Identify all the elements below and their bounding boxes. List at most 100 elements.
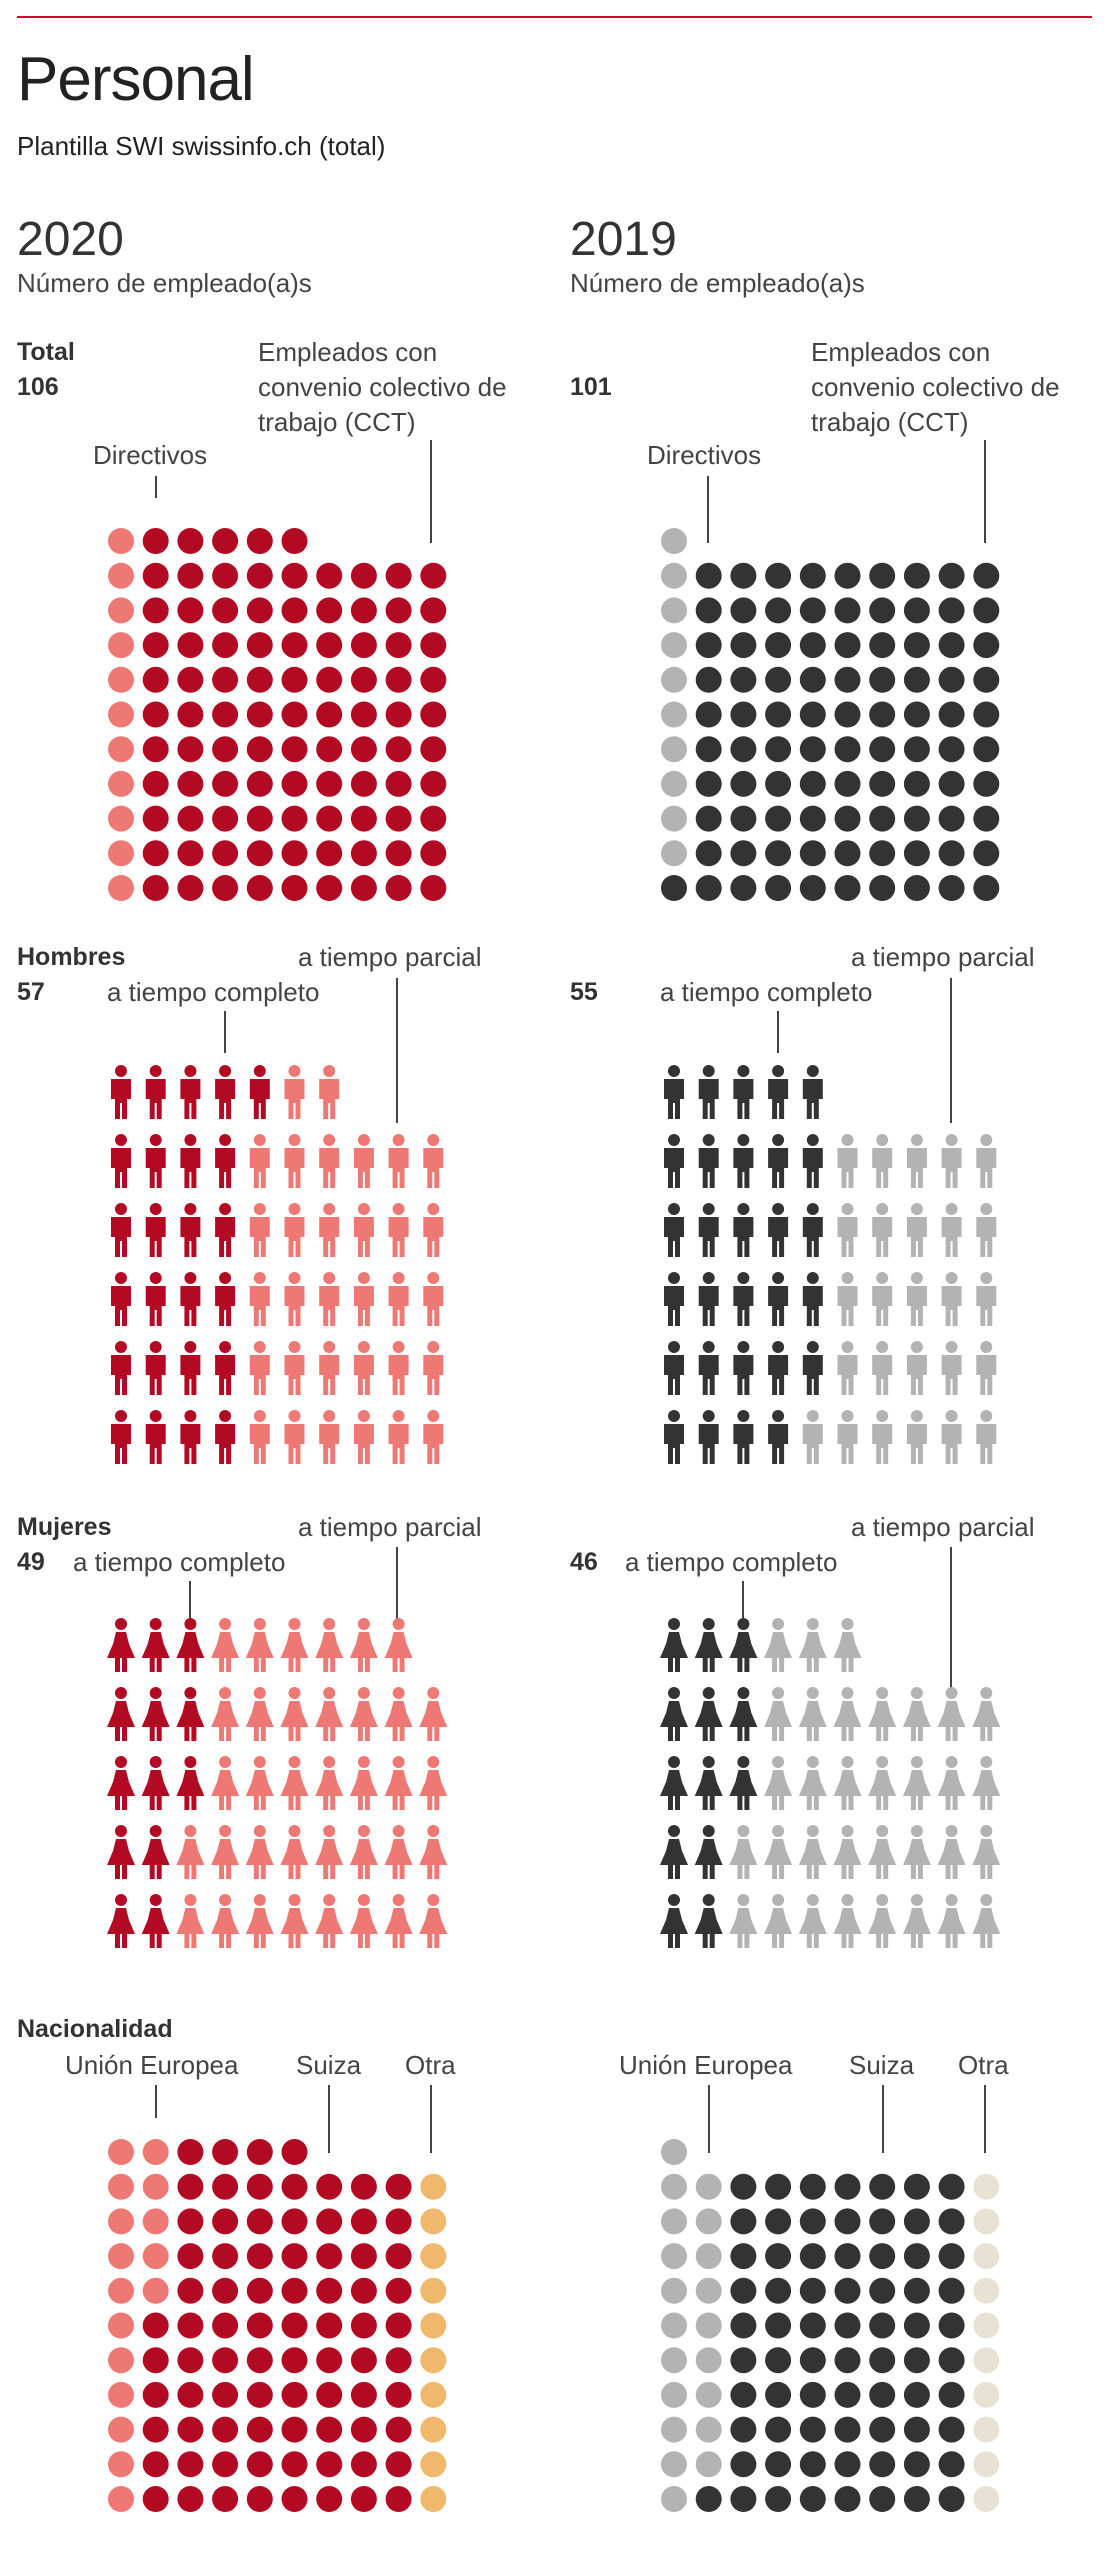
dot-mark [938, 2208, 965, 2235]
dot-mark [385, 2381, 412, 2408]
dot-mark [661, 2173, 687, 2200]
person-mark [180, 1203, 201, 1257]
person-mark [245, 1825, 274, 1879]
dot-mark [177, 2139, 204, 2165]
person-mark [245, 1687, 274, 1741]
dot-mark [661, 875, 687, 901]
dot-mark [695, 632, 722, 659]
dot-mark [385, 2486, 412, 2512]
person-mark [872, 1410, 893, 1464]
dot-mark [869, 805, 896, 832]
dot-mark [730, 2243, 757, 2270]
dot-mark [316, 2381, 343, 2408]
person-mark [941, 1272, 962, 1326]
dot-mark [869, 2451, 896, 2478]
dot-mark [938, 2312, 965, 2339]
dot-mark [177, 2243, 204, 2270]
person-mark [315, 1894, 344, 1948]
dot-mark [281, 875, 308, 901]
person-mark [315, 1825, 344, 1879]
dot-mark [695, 2312, 722, 2339]
unit-chart-total-2020 [108, 528, 447, 901]
person-mark [284, 1203, 305, 1257]
dot-mark [765, 770, 792, 797]
person-mark [833, 1687, 862, 1741]
annotation-ue-2019: Unión Europea [619, 2050, 793, 2080]
person-mark [107, 1894, 135, 1948]
person-mark [111, 1341, 131, 1395]
dot-mark [903, 562, 930, 589]
dot-mark [212, 666, 239, 693]
dot-mark [177, 2381, 204, 2408]
person-mark [698, 1341, 719, 1395]
dot-mark [834, 2416, 861, 2443]
person-mark [972, 1756, 1001, 1810]
dot-mark [316, 597, 343, 624]
dot-mark [869, 632, 896, 659]
dot-mark [246, 666, 273, 693]
dot-mark [385, 2243, 412, 2270]
person-mark [868, 1894, 897, 1948]
dot-mark [316, 562, 343, 589]
dot-mark [799, 666, 826, 693]
dot-mark [142, 2451, 169, 2478]
dot-mark [695, 2381, 722, 2408]
section-label-mujeres: Mujeres [17, 1513, 112, 1541]
dot-mark [281, 2381, 308, 2408]
dot-mark [420, 875, 447, 901]
dot-mark [938, 666, 965, 693]
dot-mark [246, 2208, 273, 2235]
person-mark [664, 1065, 684, 1119]
dot-mark [973, 701, 1000, 728]
dot-mark [903, 840, 930, 867]
dot-mark [350, 2208, 377, 2235]
dot-mark [730, 2312, 757, 2339]
person-mark [111, 1065, 131, 1119]
dot-mark [903, 2381, 930, 2408]
dot-mark [938, 701, 965, 728]
person-mark [315, 1687, 344, 1741]
dot-mark [212, 597, 239, 624]
dot-mark [730, 2347, 757, 2374]
dot-mark [142, 701, 169, 728]
person-mark [176, 1687, 205, 1741]
dot-mark [246, 770, 273, 797]
dot-mark [142, 2312, 169, 2339]
person-mark [388, 1134, 409, 1188]
dot-mark [834, 2312, 861, 2339]
dot-mark [316, 666, 343, 693]
unit-chart-hombres-2020 [111, 1065, 444, 1464]
dot-mark [869, 597, 896, 624]
dot-mark [142, 736, 169, 763]
leader-parcial-mujeres-2019 [950, 1547, 952, 1692]
person-mark [180, 1065, 201, 1119]
dot-mark [246, 2486, 273, 2512]
dot-mark [834, 2381, 861, 2408]
dot-mark [869, 770, 896, 797]
dot-mark [316, 736, 343, 763]
dot-mark [903, 736, 930, 763]
person-mark [764, 1894, 793, 1948]
dot-mark [903, 2243, 930, 2270]
person-mark [768, 1341, 789, 1395]
person-mark [176, 1756, 205, 1810]
dot-mark [799, 2486, 826, 2512]
dot-mark [695, 2347, 722, 2374]
person-mark [353, 1203, 374, 1257]
person-mark [180, 1410, 201, 1464]
leader-suiza-2020 [328, 2085, 330, 2153]
dot-mark [350, 770, 377, 797]
person-mark [868, 1756, 897, 1810]
dot-mark [765, 632, 792, 659]
dot-mark [695, 770, 722, 797]
total-value-2019: 101 [570, 373, 612, 401]
person-mark [660, 1894, 688, 1948]
dot-mark [420, 2381, 447, 2408]
dot-mark [695, 840, 722, 867]
person-mark [107, 1618, 135, 1672]
person-mark [353, 1134, 374, 1188]
dot-mark [834, 2451, 861, 2478]
person-mark [733, 1134, 754, 1188]
dot-mark [834, 2347, 861, 2374]
page-title: Personal [17, 45, 255, 114]
